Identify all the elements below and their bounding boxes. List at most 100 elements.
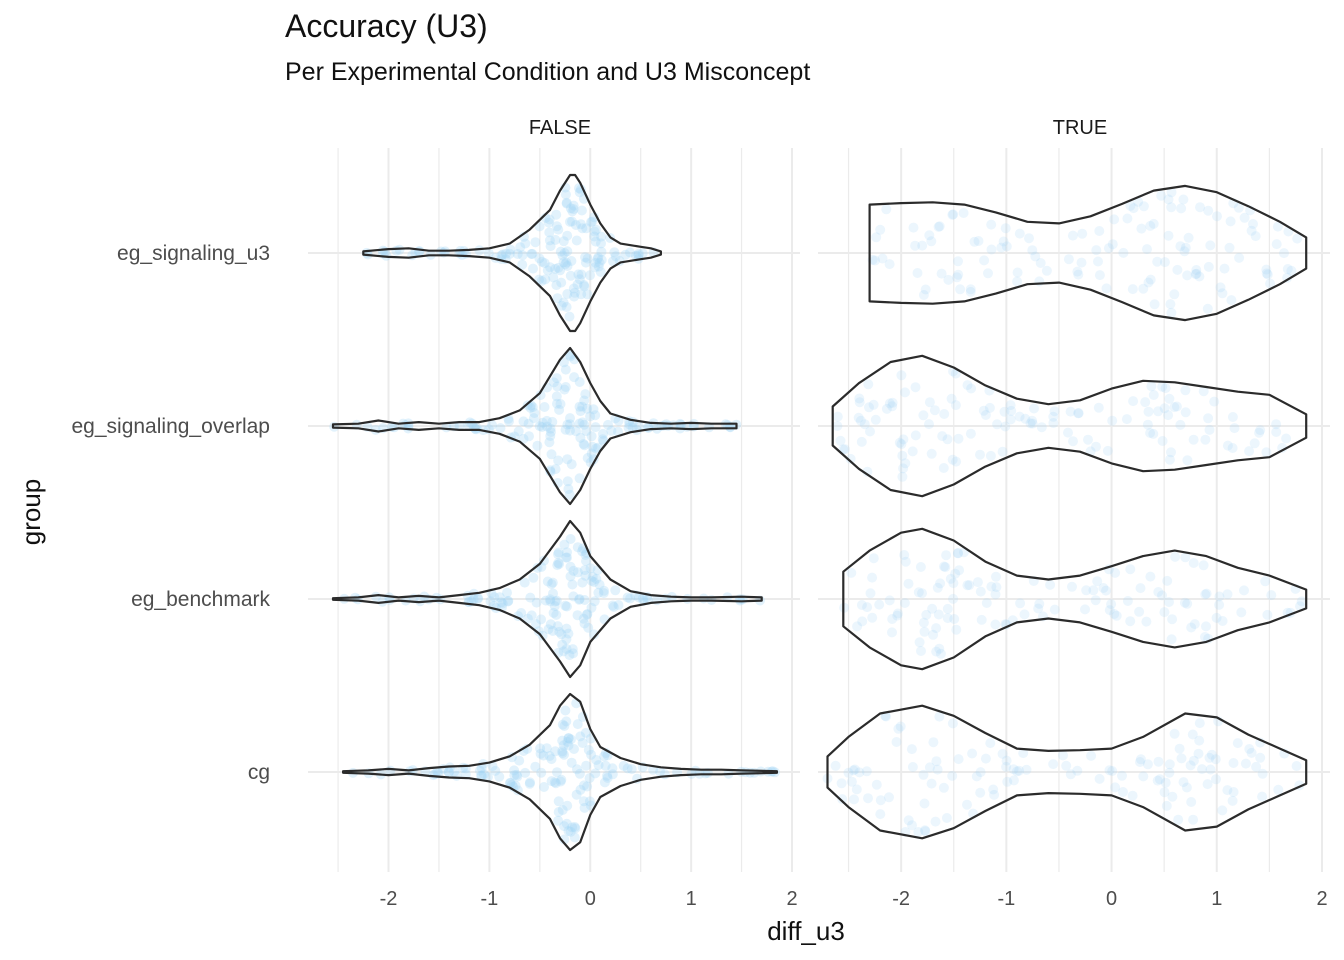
data-point <box>602 772 613 783</box>
data-point <box>870 414 881 425</box>
data-point <box>1008 764 1019 775</box>
data-point <box>579 618 590 629</box>
data-point <box>948 578 959 589</box>
data-point <box>1215 282 1226 293</box>
data-point <box>502 596 513 607</box>
data-point <box>1156 190 1167 201</box>
data-point <box>1014 765 1025 776</box>
data-point <box>553 262 564 273</box>
data-point <box>916 646 926 656</box>
data-point <box>1201 621 1211 632</box>
data-point <box>921 609 932 620</box>
data-point <box>553 547 564 558</box>
data-point <box>569 291 580 302</box>
data-point <box>561 197 572 208</box>
data-point <box>613 415 624 426</box>
data-point <box>533 626 544 637</box>
data-point <box>1019 609 1030 620</box>
data-point <box>851 784 862 795</box>
data-point <box>593 261 604 272</box>
data-point <box>550 234 561 245</box>
data-point <box>1098 583 1109 593</box>
y-tick-label: cg <box>248 761 270 784</box>
data-point <box>1142 419 1153 430</box>
data-point <box>526 610 537 621</box>
data-point <box>1166 447 1176 458</box>
data-point <box>558 297 569 308</box>
data-point <box>1187 729 1198 740</box>
data-point <box>1049 604 1060 615</box>
data-point <box>578 439 589 449</box>
data-point <box>559 821 570 832</box>
data-point <box>565 734 576 745</box>
data-point <box>1203 261 1214 272</box>
data-point <box>924 419 934 430</box>
data-point <box>1257 768 1268 779</box>
data-point <box>1214 591 1225 602</box>
data-point <box>546 754 557 765</box>
data-point <box>594 257 605 268</box>
data-point <box>1163 410 1174 421</box>
data-point <box>1164 454 1175 465</box>
data-point <box>1005 400 1016 411</box>
data-point <box>940 562 951 573</box>
data-point <box>556 629 567 640</box>
data-point <box>1254 427 1265 438</box>
data-point <box>937 431 948 442</box>
data-point <box>1025 418 1036 429</box>
data-point <box>496 250 507 261</box>
data-point <box>556 300 567 311</box>
x-tick-label: 0 <box>1106 888 1117 910</box>
data-point <box>474 765 485 776</box>
data-point <box>483 248 494 259</box>
data-point <box>581 760 592 771</box>
data-point <box>554 626 565 637</box>
data-point <box>881 204 892 215</box>
data-point <box>1157 590 1167 601</box>
data-point <box>561 634 572 645</box>
data-point <box>1163 194 1174 205</box>
data-point <box>528 263 538 274</box>
data-point <box>548 272 559 283</box>
data-point <box>551 595 562 606</box>
data-point <box>535 743 546 754</box>
data-point <box>870 255 881 266</box>
data-point <box>941 813 952 823</box>
data-point <box>449 766 460 777</box>
data-point <box>1101 283 1112 294</box>
data-point <box>580 257 591 268</box>
facet-label: TRUE <box>1053 117 1107 139</box>
data-point <box>926 448 937 459</box>
data-point <box>443 767 454 777</box>
data-point <box>540 274 551 285</box>
data-point <box>567 822 578 833</box>
data-point <box>1077 228 1088 239</box>
data-point <box>1109 214 1120 225</box>
data-point <box>558 357 569 368</box>
data-point <box>931 756 942 767</box>
data-point <box>581 556 591 566</box>
data-point <box>1232 738 1243 749</box>
data-point <box>975 586 986 597</box>
data-point <box>583 745 594 755</box>
data-point <box>948 593 959 604</box>
data-point <box>563 484 574 494</box>
data-point <box>1291 761 1302 771</box>
data-point <box>554 404 565 415</box>
data-point <box>568 591 579 602</box>
data-point <box>569 744 579 754</box>
data-point <box>547 577 558 588</box>
y-axis-label: group <box>16 479 46 546</box>
data-point <box>1061 760 1072 771</box>
data-point <box>563 826 574 836</box>
data-point <box>589 226 600 237</box>
data-point <box>958 208 969 218</box>
data-point <box>1262 609 1273 620</box>
data-point <box>837 794 848 805</box>
data-point <box>548 607 559 618</box>
data-point <box>1049 406 1060 417</box>
data-point <box>538 750 549 761</box>
data-point <box>906 744 917 755</box>
data-point <box>910 430 921 441</box>
data-point <box>552 398 562 409</box>
